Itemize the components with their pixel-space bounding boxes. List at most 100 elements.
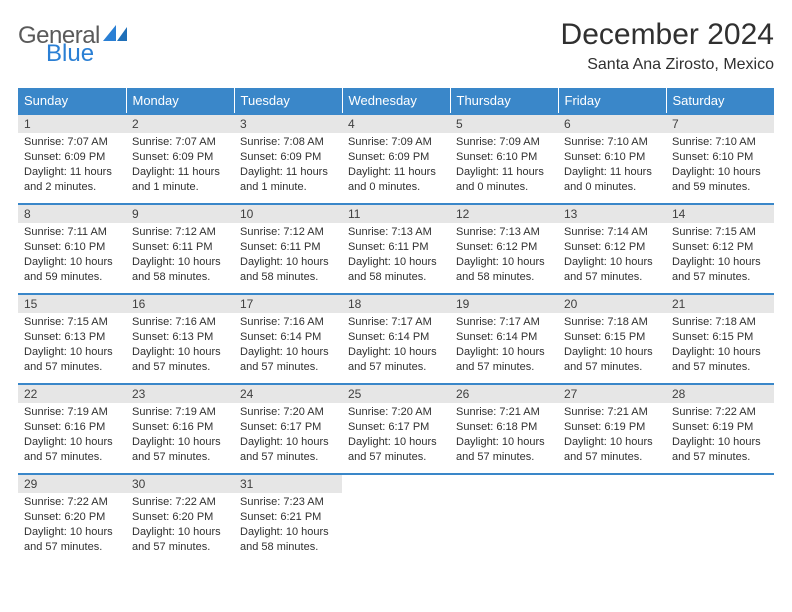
day-number: 8 <box>18 205 126 223</box>
calendar-cell <box>666 473 774 563</box>
calendar-cell <box>558 473 666 563</box>
calendar-cell: 30Sunrise: 7:22 AMSunset: 6:20 PMDayligh… <box>126 473 234 563</box>
day-number: 29 <box>18 475 126 493</box>
calendar-cell: 20Sunrise: 7:18 AMSunset: 6:15 PMDayligh… <box>558 293 666 383</box>
day-number: 20 <box>558 295 666 313</box>
day-number: 10 <box>234 205 342 223</box>
column-header: Sunday <box>18 88 126 113</box>
day-number: 2 <box>126 115 234 133</box>
calendar-row: 8Sunrise: 7:11 AMSunset: 6:10 PMDaylight… <box>18 203 774 293</box>
calendar-cell: 17Sunrise: 7:16 AMSunset: 6:14 PMDayligh… <box>234 293 342 383</box>
day-details: Sunrise: 7:18 AMSunset: 6:15 PMDaylight:… <box>558 313 666 380</box>
calendar-cell: 24Sunrise: 7:20 AMSunset: 6:17 PMDayligh… <box>234 383 342 473</box>
day-number: 21 <box>666 295 774 313</box>
calendar-row: 29Sunrise: 7:22 AMSunset: 6:20 PMDayligh… <box>18 473 774 563</box>
day-details: Sunrise: 7:22 AMSunset: 6:19 PMDaylight:… <box>666 403 774 470</box>
day-number: 11 <box>342 205 450 223</box>
day-number: 3 <box>234 115 342 133</box>
calendar-cell: 26Sunrise: 7:21 AMSunset: 6:18 PMDayligh… <box>450 383 558 473</box>
column-header: Tuesday <box>234 88 342 113</box>
day-details: Sunrise: 7:18 AMSunset: 6:15 PMDaylight:… <box>666 313 774 380</box>
day-number: 7 <box>666 115 774 133</box>
day-details: Sunrise: 7:23 AMSunset: 6:21 PMDaylight:… <box>234 493 342 560</box>
day-details: Sunrise: 7:10 AMSunset: 6:10 PMDaylight:… <box>666 133 774 200</box>
day-details: Sunrise: 7:09 AMSunset: 6:09 PMDaylight:… <box>342 133 450 200</box>
calendar-cell: 13Sunrise: 7:14 AMSunset: 6:12 PMDayligh… <box>558 203 666 293</box>
day-number: 18 <box>342 295 450 313</box>
calendar-cell: 23Sunrise: 7:19 AMSunset: 6:16 PMDayligh… <box>126 383 234 473</box>
day-number: 4 <box>342 115 450 133</box>
day-number: 1 <box>18 115 126 133</box>
day-details: Sunrise: 7:17 AMSunset: 6:14 PMDaylight:… <box>342 313 450 380</box>
calendar-cell: 2Sunrise: 7:07 AMSunset: 6:09 PMDaylight… <box>126 113 234 203</box>
day-details: Sunrise: 7:08 AMSunset: 6:09 PMDaylight:… <box>234 133 342 200</box>
calendar-cell: 6Sunrise: 7:10 AMSunset: 6:10 PMDaylight… <box>558 113 666 203</box>
day-details: Sunrise: 7:21 AMSunset: 6:19 PMDaylight:… <box>558 403 666 470</box>
logo-word-2: Blue <box>46 42 129 66</box>
calendar-cell: 4Sunrise: 7:09 AMSunset: 6:09 PMDaylight… <box>342 113 450 203</box>
calendar-cell: 10Sunrise: 7:12 AMSunset: 6:11 PMDayligh… <box>234 203 342 293</box>
header: General Blue December 2024 Santa Ana Zir… <box>18 18 774 74</box>
day-number: 24 <box>234 385 342 403</box>
day-details: Sunrise: 7:13 AMSunset: 6:11 PMDaylight:… <box>342 223 450 290</box>
day-number: 31 <box>234 475 342 493</box>
day-number: 28 <box>666 385 774 403</box>
day-number: 16 <box>126 295 234 313</box>
day-number: 12 <box>450 205 558 223</box>
day-number: 5 <box>450 115 558 133</box>
column-header: Wednesday <box>342 88 450 113</box>
day-number: 6 <box>558 115 666 133</box>
calendar-cell: 29Sunrise: 7:22 AMSunset: 6:20 PMDayligh… <box>18 473 126 563</box>
calendar-cell: 3Sunrise: 7:08 AMSunset: 6:09 PMDaylight… <box>234 113 342 203</box>
day-details: Sunrise: 7:20 AMSunset: 6:17 PMDaylight:… <box>342 403 450 470</box>
day-details: Sunrise: 7:22 AMSunset: 6:20 PMDaylight:… <box>18 493 126 560</box>
day-details: Sunrise: 7:19 AMSunset: 6:16 PMDaylight:… <box>18 403 126 470</box>
day-details: Sunrise: 7:20 AMSunset: 6:17 PMDaylight:… <box>234 403 342 470</box>
calendar-row: 15Sunrise: 7:15 AMSunset: 6:13 PMDayligh… <box>18 293 774 383</box>
day-number: 25 <box>342 385 450 403</box>
calendar-cell: 18Sunrise: 7:17 AMSunset: 6:14 PMDayligh… <box>342 293 450 383</box>
calendar-cell: 11Sunrise: 7:13 AMSunset: 6:11 PMDayligh… <box>342 203 450 293</box>
day-number: 19 <box>450 295 558 313</box>
calendar-cell <box>450 473 558 563</box>
day-details: Sunrise: 7:09 AMSunset: 6:10 PMDaylight:… <box>450 133 558 200</box>
day-details: Sunrise: 7:14 AMSunset: 6:12 PMDaylight:… <box>558 223 666 290</box>
day-details: Sunrise: 7:11 AMSunset: 6:10 PMDaylight:… <box>18 223 126 290</box>
day-details: Sunrise: 7:17 AMSunset: 6:14 PMDaylight:… <box>450 313 558 380</box>
day-number: 26 <box>450 385 558 403</box>
calendar-body: 1Sunrise: 7:07 AMSunset: 6:09 PMDaylight… <box>18 113 774 563</box>
day-number: 15 <box>18 295 126 313</box>
calendar-cell: 5Sunrise: 7:09 AMSunset: 6:10 PMDaylight… <box>450 113 558 203</box>
day-number: 13 <box>558 205 666 223</box>
calendar-cell: 15Sunrise: 7:15 AMSunset: 6:13 PMDayligh… <box>18 293 126 383</box>
calendar-cell: 27Sunrise: 7:21 AMSunset: 6:19 PMDayligh… <box>558 383 666 473</box>
calendar-cell: 8Sunrise: 7:11 AMSunset: 6:10 PMDaylight… <box>18 203 126 293</box>
calendar-cell: 7Sunrise: 7:10 AMSunset: 6:10 PMDaylight… <box>666 113 774 203</box>
day-details: Sunrise: 7:21 AMSunset: 6:18 PMDaylight:… <box>450 403 558 470</box>
day-details: Sunrise: 7:12 AMSunset: 6:11 PMDaylight:… <box>234 223 342 290</box>
calendar-cell <box>342 473 450 563</box>
calendar-cell: 12Sunrise: 7:13 AMSunset: 6:12 PMDayligh… <box>450 203 558 293</box>
calendar-header-row: SundayMondayTuesdayWednesdayThursdayFrid… <box>18 88 774 113</box>
calendar-cell: 22Sunrise: 7:19 AMSunset: 6:16 PMDayligh… <box>18 383 126 473</box>
day-number: 14 <box>666 205 774 223</box>
calendar-cell: 21Sunrise: 7:18 AMSunset: 6:15 PMDayligh… <box>666 293 774 383</box>
calendar-cell: 9Sunrise: 7:12 AMSunset: 6:11 PMDaylight… <box>126 203 234 293</box>
calendar-cell: 16Sunrise: 7:16 AMSunset: 6:13 PMDayligh… <box>126 293 234 383</box>
day-details: Sunrise: 7:07 AMSunset: 6:09 PMDaylight:… <box>126 133 234 200</box>
calendar-row: 1Sunrise: 7:07 AMSunset: 6:09 PMDaylight… <box>18 113 774 203</box>
calendar-cell: 25Sunrise: 7:20 AMSunset: 6:17 PMDayligh… <box>342 383 450 473</box>
column-header: Thursday <box>450 88 558 113</box>
day-number: 9 <box>126 205 234 223</box>
day-number: 22 <box>18 385 126 403</box>
column-header: Friday <box>558 88 666 113</box>
day-number: 30 <box>126 475 234 493</box>
day-details: Sunrise: 7:16 AMSunset: 6:14 PMDaylight:… <box>234 313 342 380</box>
calendar-cell: 19Sunrise: 7:17 AMSunset: 6:14 PMDayligh… <box>450 293 558 383</box>
day-details: Sunrise: 7:22 AMSunset: 6:20 PMDaylight:… <box>126 493 234 560</box>
calendar-row: 22Sunrise: 7:19 AMSunset: 6:16 PMDayligh… <box>18 383 774 473</box>
column-header: Monday <box>126 88 234 113</box>
title-block: December 2024 Santa Ana Zirosto, Mexico <box>561 18 774 74</box>
day-details: Sunrise: 7:13 AMSunset: 6:12 PMDaylight:… <box>450 223 558 290</box>
location: Santa Ana Zirosto, Mexico <box>561 56 774 74</box>
